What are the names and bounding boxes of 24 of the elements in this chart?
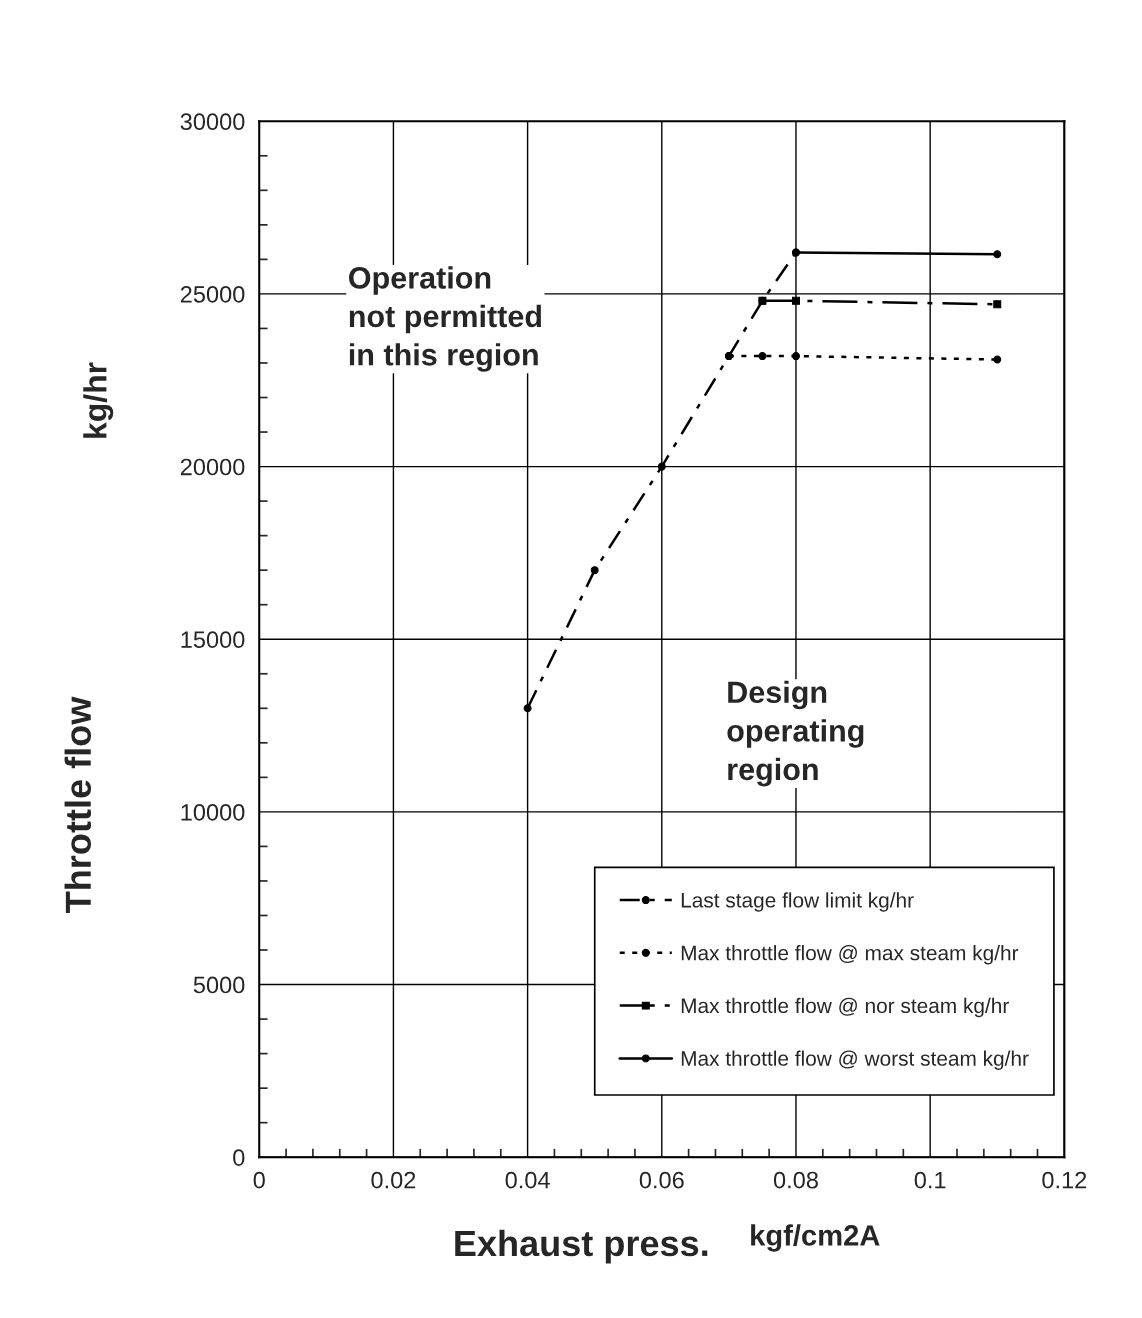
- x-tick-label: 0: [253, 1171, 265, 1189]
- x-tick-label: 0.12: [1042, 1171, 1087, 1189]
- x-tick-label: 0.08: [773, 1171, 818, 1189]
- y-tick-label: 0: [233, 1149, 245, 1166]
- y-tick-label: 10000: [181, 803, 245, 821]
- x-tick-label: 0.04: [505, 1171, 550, 1189]
- y-tick-label: 5000: [193, 976, 245, 994]
- text: kg/hr: [83, 362, 114, 438]
- legend-label: Max throttle flow @ nor steam kg/hr: [681, 997, 1009, 1018]
- y-axis-title: Throttle flow: [64, 696, 92, 913]
- y-tick-label: 15000: [181, 631, 245, 649]
- annotation: Operation not permitted in this region: [349, 266, 541, 372]
- x-axis-title: Exhaust press.: [455, 1229, 708, 1264]
- legend-label: Max throttle flow @ worst steam kg/hr: [681, 1050, 1029, 1070]
- legend-label: Last stage flow limit kg/hr: [681, 892, 914, 912]
- x-tick-label: 0.1: [914, 1171, 946, 1189]
- x-tick-label: 0.02: [371, 1171, 416, 1189]
- x-tick-label: 0.06: [639, 1171, 684, 1189]
- y-tick-label: 25000: [180, 285, 245, 303]
- y-tick-label: 30000: [180, 113, 245, 131]
- annotation: Design operating region: [727, 680, 864, 787]
- text: kgf/cm2A: [751, 1224, 880, 1252]
- legend-label: Max throttle flow @ max steam kg/hr: [681, 945, 1019, 965]
- y-tick-label: 20000: [180, 458, 245, 476]
